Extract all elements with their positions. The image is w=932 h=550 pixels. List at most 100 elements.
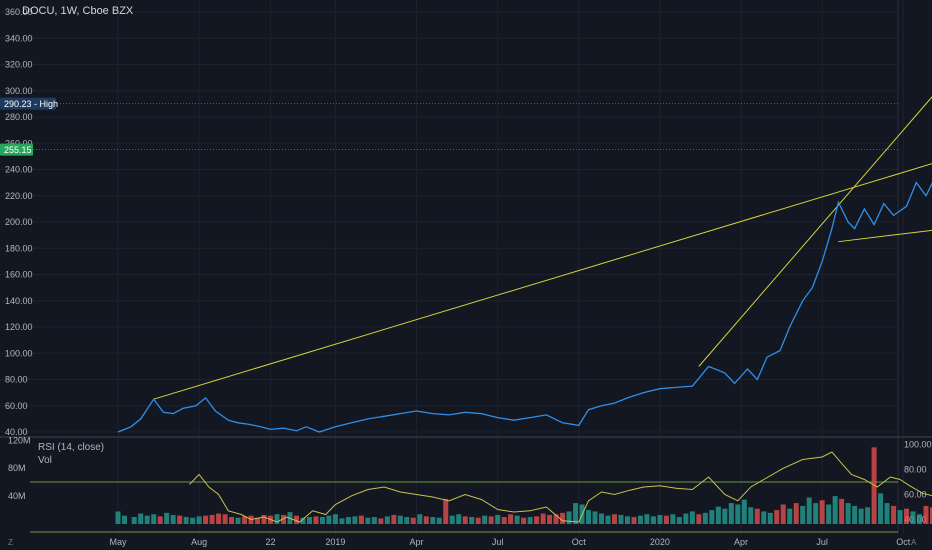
volume-tick-label: 120M bbox=[8, 435, 31, 445]
volume-bar bbox=[761, 511, 767, 524]
time-tick-label: May bbox=[109, 537, 127, 547]
price-line bbox=[117, 181, 932, 433]
volume-bar bbox=[748, 507, 754, 524]
volume-bar bbox=[164, 512, 170, 524]
volume-bar bbox=[229, 517, 235, 524]
volume-bar bbox=[449, 515, 455, 524]
volume-bar bbox=[910, 511, 916, 524]
price-tick-label: 120.00 bbox=[5, 322, 33, 332]
volume-bar bbox=[722, 508, 728, 524]
volume-bar bbox=[443, 498, 449, 524]
volume-tick-label: 40M bbox=[8, 491, 26, 501]
trend-line bbox=[153, 163, 932, 400]
volume-bar bbox=[527, 517, 533, 524]
volume-bar bbox=[735, 504, 741, 524]
volume-bar bbox=[345, 517, 351, 524]
volume-bar bbox=[261, 514, 267, 524]
price-badge-label: 290.23 - High bbox=[4, 99, 58, 109]
time-tick-label: Oct bbox=[896, 537, 911, 547]
price-tick-label: 40.00 bbox=[5, 427, 28, 437]
volume-bar bbox=[274, 514, 280, 524]
volume-bar bbox=[670, 514, 676, 524]
volume-bar bbox=[631, 517, 637, 524]
volume-bar bbox=[222, 514, 228, 524]
symbol-title[interactable]: DOCU, 1W, Cboe BZX bbox=[22, 5, 134, 17]
time-tick-label: Oct bbox=[572, 537, 587, 547]
volume-bar bbox=[391, 514, 397, 524]
volume-bar bbox=[787, 508, 793, 524]
volume-bar bbox=[839, 498, 845, 524]
volume-bar bbox=[929, 507, 932, 524]
volume-bar bbox=[170, 514, 176, 524]
rsi-tick-label: 60.00 bbox=[904, 490, 927, 500]
volume-bar bbox=[501, 517, 507, 524]
volume-bar bbox=[780, 504, 786, 524]
time-tick-label: Jul bbox=[492, 537, 504, 547]
price-badge bbox=[0, 97, 56, 110]
volume-bar bbox=[663, 515, 669, 524]
volume-bar bbox=[488, 516, 494, 524]
price-tick-label: 220.00 bbox=[5, 191, 33, 201]
volume-bar bbox=[404, 517, 410, 524]
volume-bar bbox=[352, 516, 358, 524]
volume-bar bbox=[819, 500, 825, 524]
volume-bar bbox=[858, 508, 864, 524]
volume-bar bbox=[482, 515, 488, 524]
volume-bar bbox=[676, 517, 682, 524]
volume-bar bbox=[618, 514, 624, 524]
volume-bar bbox=[624, 516, 630, 524]
price-tick-label: 300.00 bbox=[5, 86, 33, 96]
volume-bar bbox=[410, 517, 416, 524]
volume-bar bbox=[852, 505, 858, 524]
volume-bar bbox=[774, 510, 780, 524]
volume-bar bbox=[715, 506, 721, 524]
volume-bar bbox=[242, 516, 248, 524]
volume-bar bbox=[884, 503, 890, 524]
rsi-line bbox=[189, 451, 932, 523]
volume-bar bbox=[865, 507, 871, 524]
volume-bar bbox=[183, 517, 189, 524]
rsi-legend-label[interactable]: RSI (14, close) bbox=[38, 442, 105, 453]
volume-bar bbox=[423, 516, 429, 524]
volume-bar bbox=[813, 503, 819, 524]
volume-bar bbox=[131, 517, 137, 524]
volume-bar bbox=[508, 514, 514, 524]
volume-bar bbox=[436, 517, 442, 524]
plot-area bbox=[0, 0, 898, 534]
price-tick-label: 260.00 bbox=[5, 138, 33, 148]
volume-bar bbox=[196, 516, 202, 524]
volume-bar bbox=[319, 517, 325, 524]
price-tick-label: 340.00 bbox=[5, 33, 33, 43]
volume-bar bbox=[300, 517, 306, 524]
volume-bar bbox=[741, 499, 747, 524]
volume-bar bbox=[599, 513, 605, 524]
volume-bar bbox=[650, 516, 656, 524]
volume-bar bbox=[728, 503, 734, 524]
volume-bar bbox=[573, 503, 579, 524]
vol-legend-label[interactable]: Vol bbox=[38, 455, 52, 466]
volume-bar bbox=[365, 517, 371, 524]
volume-bar bbox=[332, 514, 338, 524]
volume-bar bbox=[767, 512, 773, 524]
timezone-corner-left[interactable]: Z bbox=[8, 538, 13, 547]
volume-bar bbox=[209, 514, 215, 524]
volume-bar bbox=[384, 516, 390, 524]
volume-bar bbox=[255, 517, 261, 524]
time-tick-label: 2020 bbox=[650, 537, 670, 547]
volume-bar bbox=[923, 505, 929, 524]
volume-bar bbox=[826, 504, 832, 524]
price-tick-label: 200.00 bbox=[5, 217, 33, 227]
price-badge bbox=[0, 143, 33, 156]
trend-line bbox=[698, 96, 932, 367]
time-tick-label: Aug bbox=[191, 537, 207, 547]
scale-corner-right[interactable]: A bbox=[911, 538, 917, 547]
volume-bar bbox=[235, 517, 241, 524]
volume-bar bbox=[151, 514, 157, 524]
price-tick-label: 100.00 bbox=[5, 348, 33, 358]
volume-bar bbox=[216, 513, 222, 524]
time-tick-label: 22 bbox=[266, 537, 276, 547]
volume-bar bbox=[904, 508, 910, 524]
volume-bar bbox=[371, 517, 377, 524]
price-tick-label: 160.00 bbox=[5, 270, 33, 280]
